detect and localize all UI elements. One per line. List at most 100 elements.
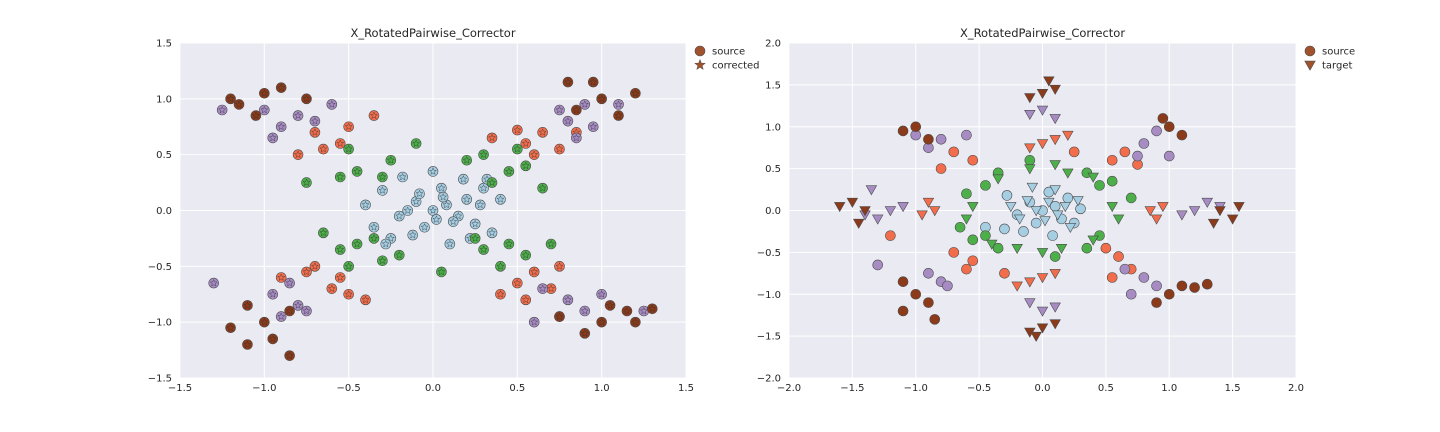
corrected-star-marker (442, 200, 451, 209)
corrected-star-marker (449, 217, 458, 226)
y-tick-label: 1.5 (156, 39, 172, 50)
corrected-star-marker (521, 139, 530, 147)
corrected-star-marker (403, 206, 412, 214)
target-point (1049, 185, 1061, 196)
source-point (897, 125, 909, 137)
target-point (1021, 196, 1034, 207)
target-point (1024, 109, 1036, 120)
corrected-star-marker (378, 186, 387, 194)
source-point (1132, 150, 1143, 162)
target-point (1106, 202, 1118, 213)
source-point (1106, 272, 1118, 283)
corrected-star-marker (260, 89, 269, 97)
source-point (923, 134, 934, 145)
corrected-star-marker (226, 323, 235, 332)
source-point (999, 268, 1010, 279)
corrected-star-marker (395, 211, 404, 220)
corrected-star-marker (310, 128, 319, 136)
source-point (942, 280, 953, 292)
corrected-star-marker (310, 262, 319, 270)
target-point (1024, 164, 1036, 175)
y-tick-label: −0.5 (757, 248, 781, 259)
corrected-star-marker (459, 175, 468, 183)
target-point (852, 218, 865, 229)
y-tick-label: −1.0 (148, 318, 172, 329)
x-tick-label: −0.5 (967, 383, 991, 394)
legend-label: source (712, 47, 745, 58)
y-tick-label: 0.5 (156, 150, 172, 161)
target-point (1051, 210, 1064, 221)
corrected-star-marker (614, 100, 623, 108)
source-point (967, 234, 979, 246)
corrected-star-marker (302, 178, 311, 186)
corrected-star-marker (415, 189, 424, 198)
target-point (922, 197, 935, 208)
target-point (1036, 248, 1049, 259)
x-tick-label: 0.5 (509, 383, 525, 394)
corrected-star-marker (395, 250, 404, 259)
corrected-star-marker (547, 284, 556, 293)
source-point (1151, 125, 1162, 137)
target-point (1036, 139, 1049, 150)
corrected-star-marker (243, 301, 252, 309)
source-point (1100, 242, 1112, 254)
target-point (1176, 210, 1188, 221)
chart-title: X_RotatedPairwise_Corrector (350, 26, 515, 40)
corrected-star-marker (369, 111, 378, 119)
corrected-star-marker (277, 83, 286, 92)
target-point (1062, 130, 1074, 141)
x-tick-label: 1.0 (1161, 383, 1177, 394)
corrected-star-marker (504, 239, 513, 248)
corrected-star-marker (479, 150, 488, 159)
corrected-star-marker (471, 219, 480, 228)
corrected-star-marker (327, 100, 336, 108)
corrected-star-marker (580, 329, 589, 337)
corrected-star-marker (496, 290, 505, 298)
source-point (1094, 180, 1105, 191)
corrected-star-marker (268, 133, 277, 142)
target-point (1087, 172, 1099, 183)
target-point (1030, 206, 1042, 217)
corrected-star-marker (504, 167, 513, 175)
legend-label: source (1322, 47, 1355, 58)
corrected-star-marker (429, 167, 437, 175)
corrected-star-marker (538, 183, 547, 192)
y-tick-label: 1.0 (156, 94, 172, 105)
source-point (1157, 113, 1169, 124)
left-scatter-chart: −1.5 −1.0 −0.5 0.0 0.5 1.0 1.5 −1.5 −1.0 −0.5 0.0 0… (148, 26, 760, 394)
target-point (1049, 269, 1061, 280)
y-tick-label: 0.0 (765, 206, 781, 217)
x-tick-label: −1.0 (252, 383, 276, 394)
corrected-star-marker (294, 150, 303, 159)
target-point (1188, 206, 1201, 217)
target-point (992, 174, 1004, 185)
target-point (1087, 235, 1099, 246)
y-tick-label: −1.5 (757, 332, 781, 343)
corrected-star-marker (361, 200, 370, 209)
source-point (992, 242, 1004, 254)
source-point (1106, 154, 1118, 166)
target-point (1030, 331, 1042, 342)
target-point (1226, 214, 1239, 225)
corrected-star-marker (530, 150, 539, 159)
x-tick-label: 1.5 (1225, 383, 1241, 394)
corrected-star-marker (530, 317, 539, 326)
target-point (1039, 216, 1051, 227)
target-point (884, 206, 897, 217)
corrected-star-marker (277, 312, 286, 320)
corrected-star-marker (378, 172, 387, 181)
target-point (1157, 202, 1169, 213)
target-point (1049, 319, 1061, 330)
corrected-star-marker (589, 122, 598, 131)
source-point (1163, 121, 1175, 133)
source-point (961, 188, 972, 200)
x-tick-label: 0.5 (1098, 383, 1114, 394)
corrected-star-marker (277, 273, 286, 281)
corrected-star-marker (353, 239, 362, 248)
source-point (980, 180, 991, 191)
corrected-star-marker (454, 211, 463, 220)
source-point (910, 288, 922, 300)
corrected-star-marker (479, 183, 488, 192)
legend-star-marker (694, 58, 706, 71)
y-tick-label: 1.5 (765, 80, 781, 91)
